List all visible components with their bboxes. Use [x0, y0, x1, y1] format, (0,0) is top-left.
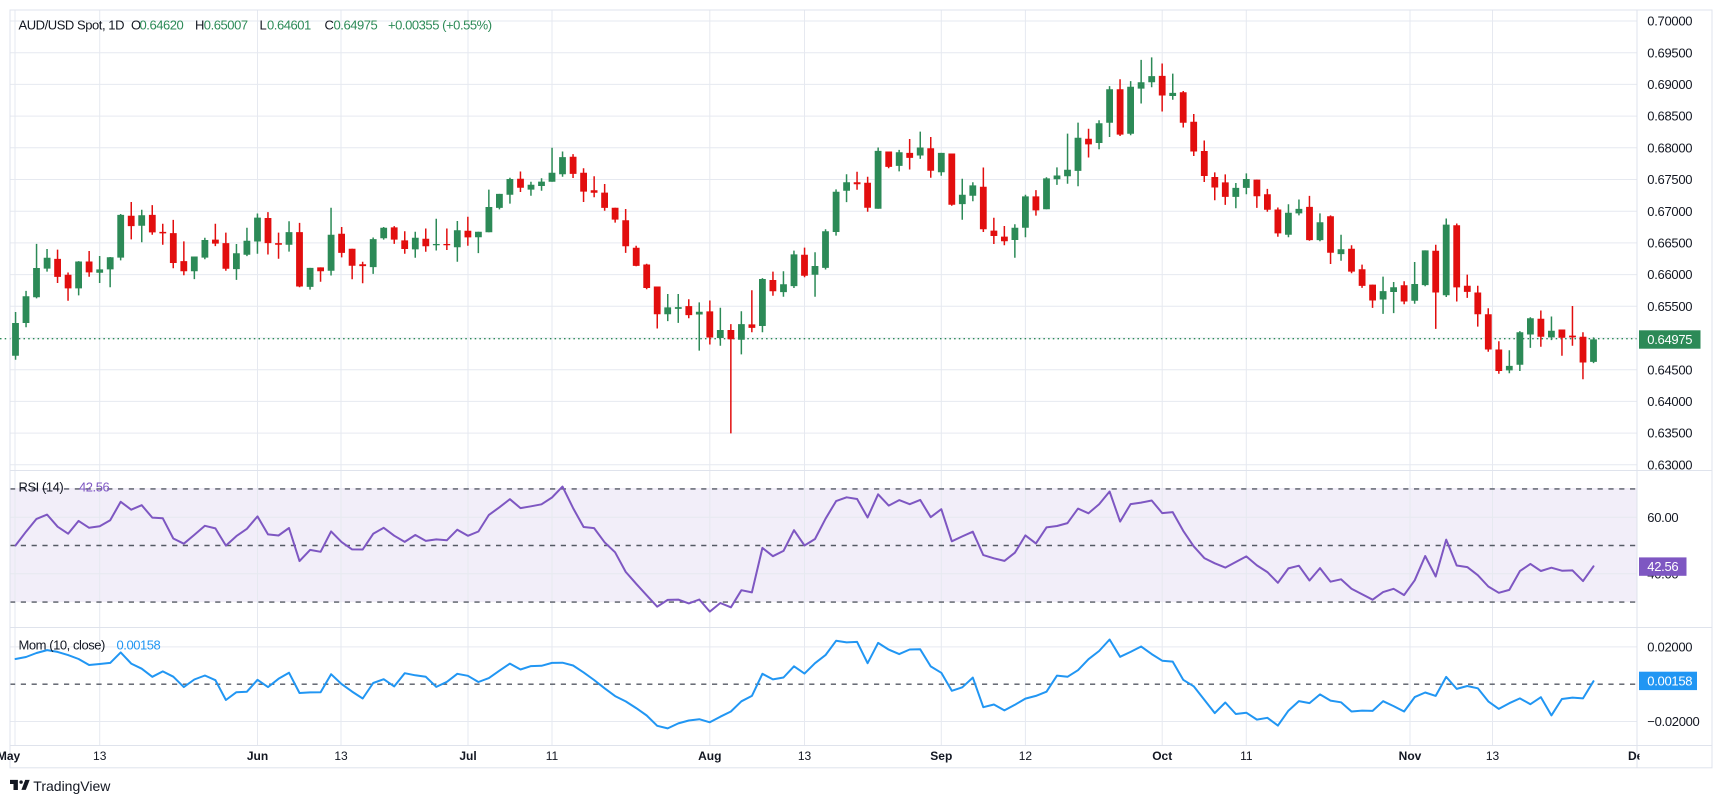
svg-text:0.66500: 0.66500 — [1647, 236, 1692, 251]
svg-text:0.65500: 0.65500 — [1647, 299, 1692, 314]
svg-text:0.63500: 0.63500 — [1647, 426, 1692, 441]
svg-text:−0.02000: −0.02000 — [1647, 714, 1699, 729]
svg-text:0.69000: 0.69000 — [1647, 77, 1692, 92]
svg-text:0.00158: 0.00158 — [1647, 674, 1692, 689]
svg-text:Aug: Aug — [698, 749, 721, 763]
svg-text:13: 13 — [1486, 749, 1500, 763]
svg-text:Dec: Dec — [1628, 749, 1650, 763]
svg-text:0.63000: 0.63000 — [1647, 457, 1692, 472]
svg-text:13: 13 — [93, 749, 107, 763]
svg-text:0.64500: 0.64500 — [1647, 362, 1692, 377]
svg-text:Oct: Oct — [1152, 749, 1172, 763]
svg-text:13: 13 — [334, 749, 348, 763]
svg-text:13: 13 — [798, 749, 812, 763]
svg-text:0.70000: 0.70000 — [1647, 14, 1692, 29]
svg-text:TradingView: TradingView — [33, 778, 111, 794]
svg-text:11: 11 — [546, 749, 559, 763]
svg-text:0.66000: 0.66000 — [1647, 267, 1692, 282]
svg-text:Jul: Jul — [459, 749, 476, 763]
svg-text:Nov: Nov — [1399, 749, 1422, 763]
svg-text:RSI (14)42.56: RSI (14) 42.56 — [19, 480, 110, 495]
svg-text:42.56: 42.56 — [1647, 559, 1678, 574]
svg-text:0.68000: 0.68000 — [1647, 140, 1692, 155]
svg-text:0.69500: 0.69500 — [1647, 45, 1692, 60]
svg-text:0.64975: 0.64975 — [1647, 332, 1692, 347]
svg-text:0.67000: 0.67000 — [1647, 204, 1692, 219]
svg-text:Sep: Sep — [930, 749, 952, 763]
svg-text:12: 12 — [1019, 749, 1033, 763]
svg-text:11: 11 — [1240, 749, 1253, 763]
svg-text:Jun: Jun — [247, 749, 268, 763]
svg-text:0.02000: 0.02000 — [1647, 640, 1692, 655]
svg-text:0.67500: 0.67500 — [1647, 172, 1692, 187]
svg-text:0.68500: 0.68500 — [1647, 109, 1692, 124]
svg-text:60.00: 60.00 — [1647, 510, 1678, 525]
svg-text:Mom (10, close)0.00158: Mom (10, close) 0.00158 — [19, 637, 161, 652]
svg-text:May: May — [0, 749, 20, 763]
svg-text:0.64000: 0.64000 — [1647, 394, 1692, 409]
